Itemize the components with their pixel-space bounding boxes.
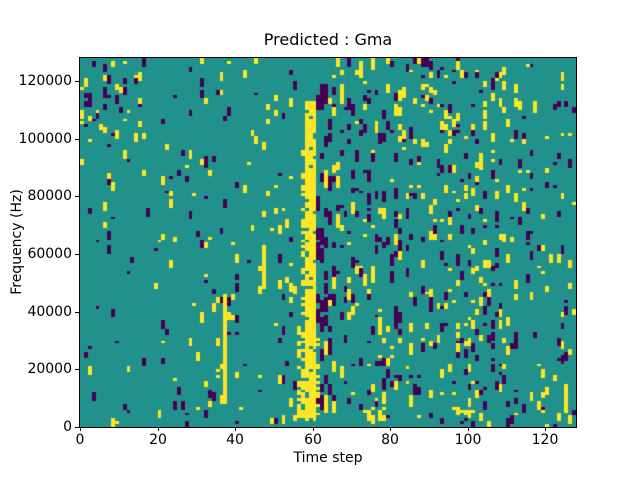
y-tick-label: 0 [63,419,72,435]
x-tick-mark [313,427,314,431]
x-tick-mark [80,427,81,431]
y-axis-label: Frequency (Hz) [9,189,25,295]
y-tick-label: 80000 [27,188,72,204]
x-tick-label: 100 [454,432,482,448]
x-tick-mark [235,427,236,431]
x-tick-label: 120 [531,432,559,448]
y-tick-label: 100000 [18,131,72,147]
heatmap-canvas [80,58,576,427]
y-tick-mark [75,254,79,255]
x-tick-label: 0 [75,432,85,448]
y-tick-label: 120000 [18,73,72,89]
x-tick-mark [545,427,546,431]
x-tick-mark [390,427,391,431]
y-tick-label: 40000 [27,304,72,320]
y-tick-mark [75,81,79,82]
y-tick-label: 20000 [27,361,72,377]
x-tick-label: 60 [304,432,322,448]
y-tick-mark [75,369,79,370]
y-tick-mark [75,312,79,313]
y-tick-mark [75,196,79,197]
y-tick-label: 60000 [27,246,72,262]
x-tick-mark [468,427,469,431]
x-axis-label: Time step [293,450,363,466]
x-tick-label: 80 [381,432,399,448]
x-tick-label: 40 [226,432,244,448]
y-tick-mark [75,139,79,140]
x-tick-mark [158,427,159,431]
x-tick-label: 20 [149,432,167,448]
chart-title: Predicted : Gma [263,30,393,49]
y-tick-mark [75,427,79,428]
